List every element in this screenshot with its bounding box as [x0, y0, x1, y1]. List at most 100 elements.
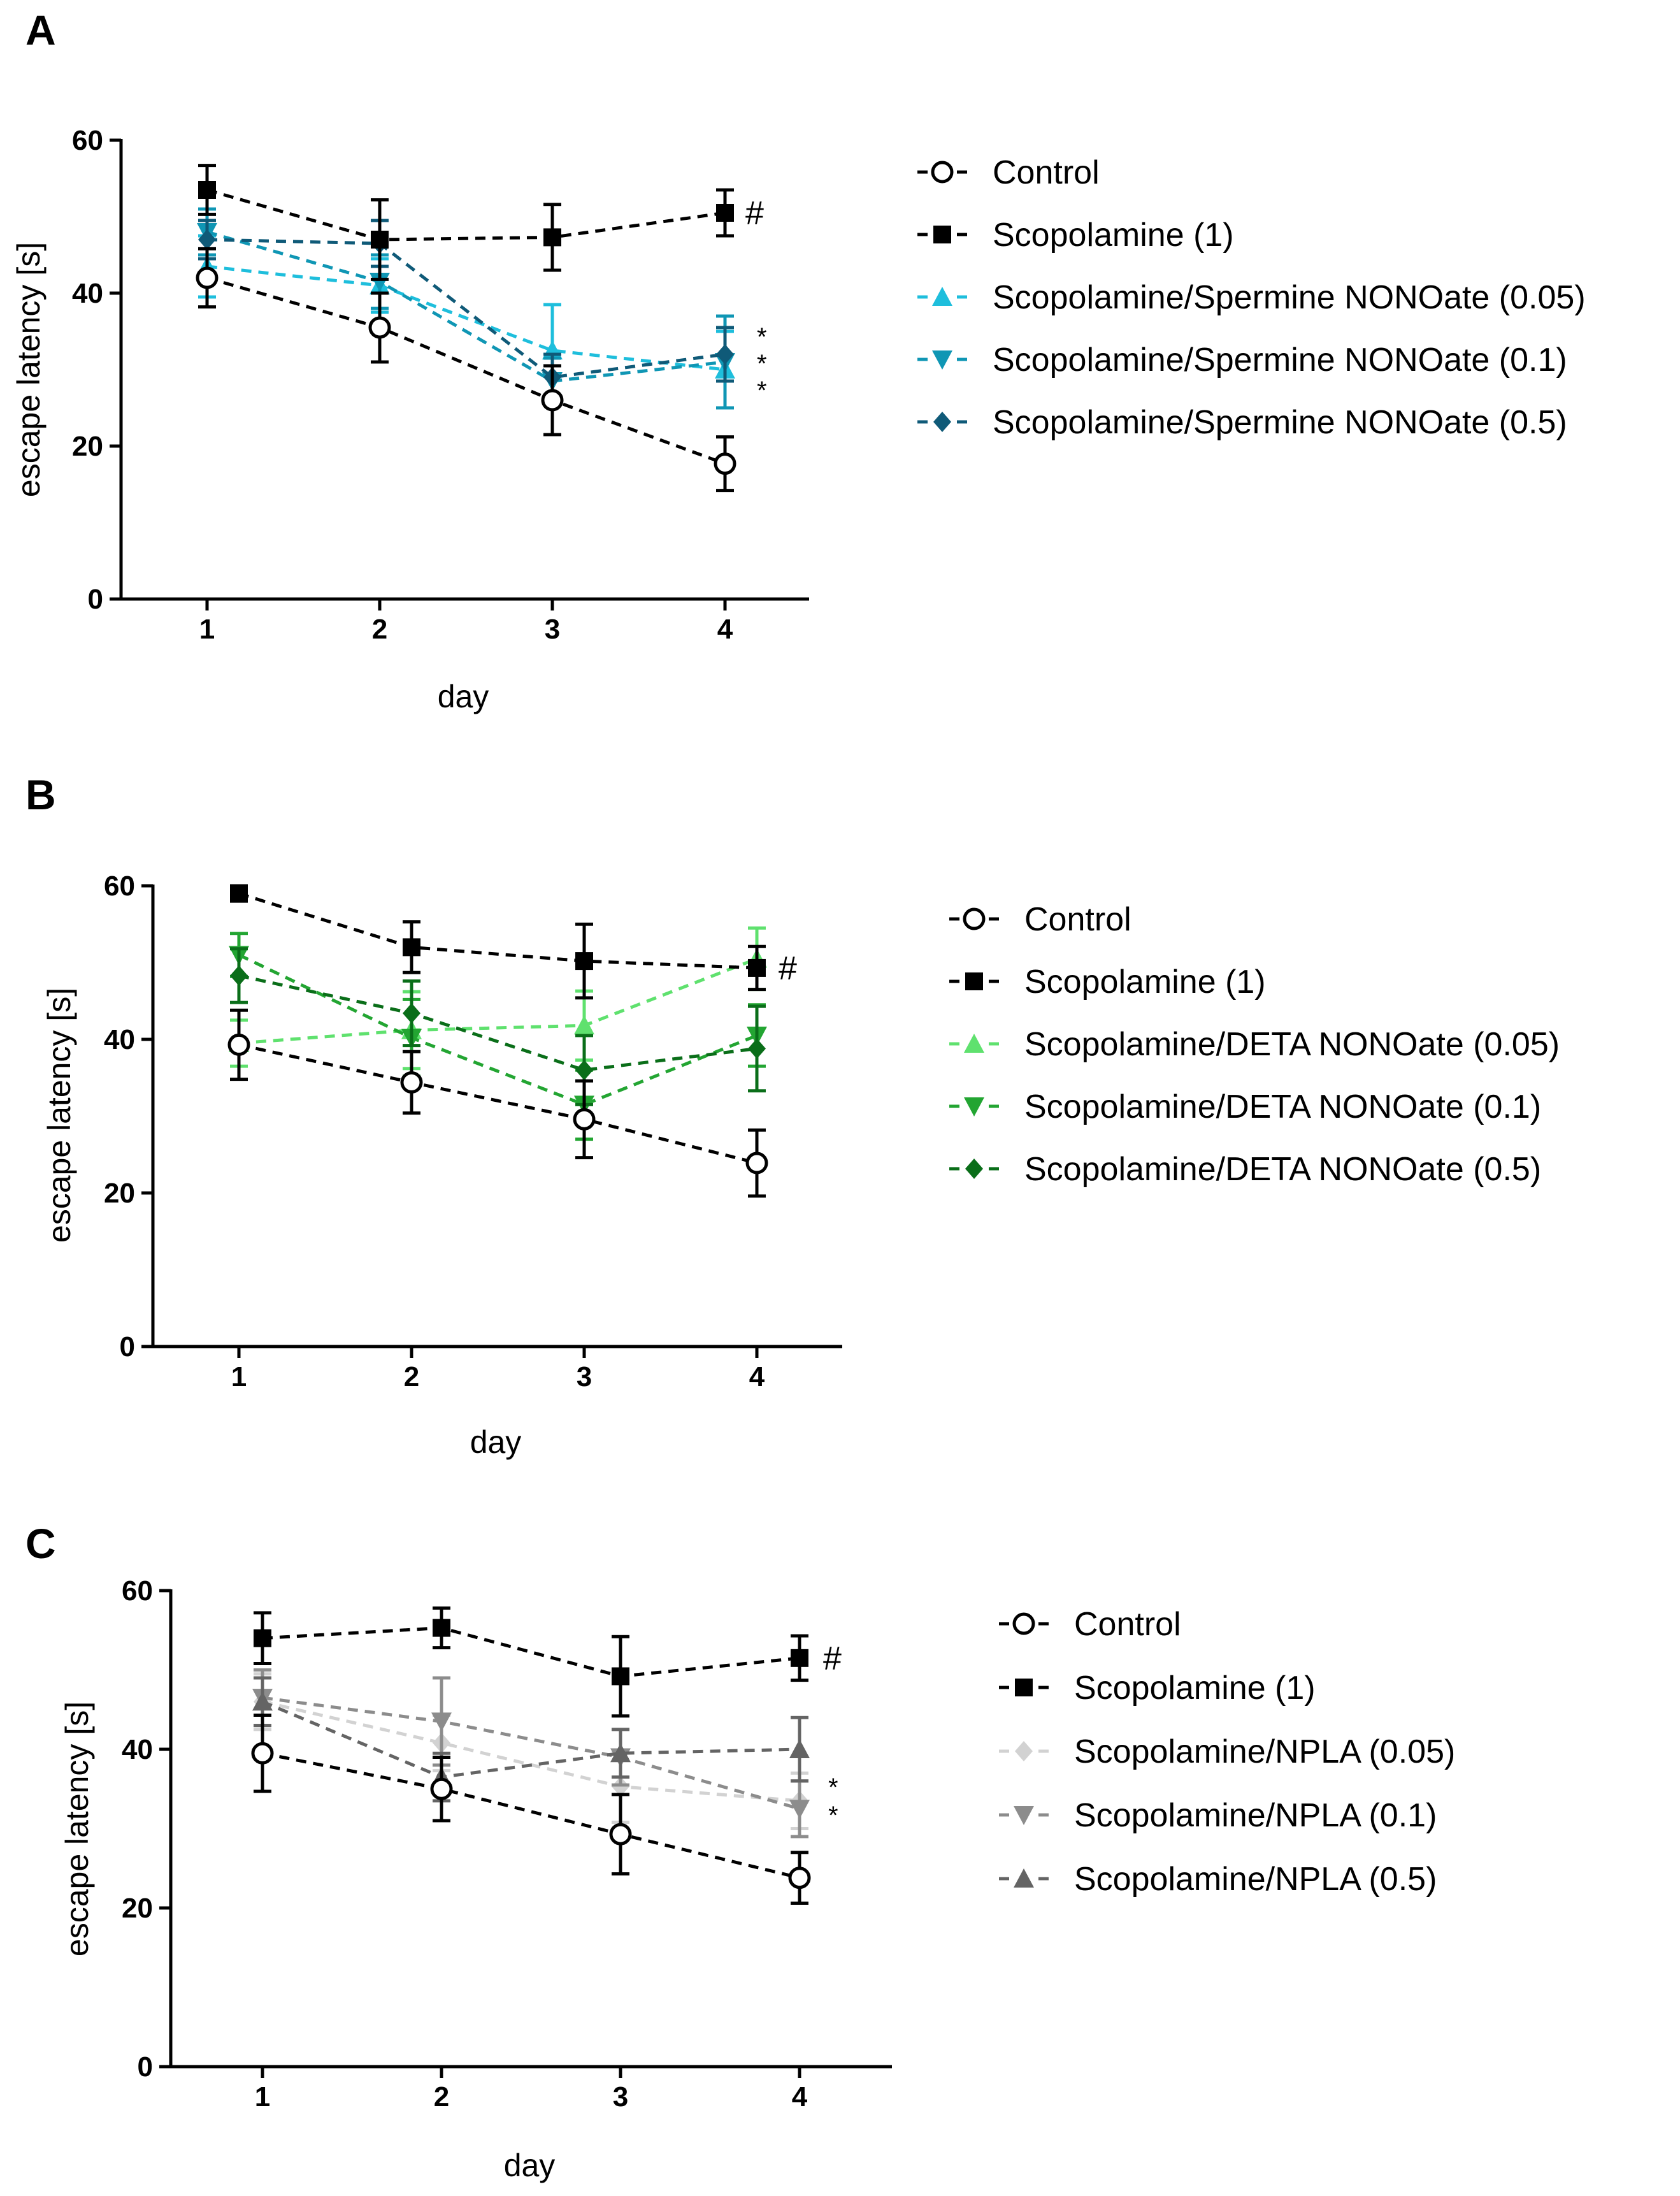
legend: Control Scopolamine (1) Scopolamine/DETA N…: [949, 901, 1560, 1188]
series-line: [238, 1043, 757, 1165]
data-point: [251, 1742, 274, 1765]
series-line: [238, 953, 757, 1107]
x-tick-label: 1: [255, 2081, 270, 2113]
legend-label: Scopolamine/DETA NONOate (0.5): [1024, 1151, 1541, 1188]
data-point: [788, 1867, 811, 1889]
legend-label: Scopolamine/NPLA (0.5): [1074, 1861, 1437, 1898]
y-tick-label: 0: [120, 1331, 135, 1362]
panel-b: B 0 20 40 60 1 2 3 4 day escape latency [s] # Contro…: [25, 771, 1560, 1460]
data-point: [575, 952, 593, 971]
series-line: [206, 188, 726, 242]
series-0: [227, 1008, 768, 1198]
legend-label: Scopolamine (1): [1074, 1670, 1316, 1707]
significance-hash: #: [823, 1640, 842, 1677]
significance-hash: #: [745, 195, 764, 232]
data-point: [748, 1038, 766, 1059]
legend-label: Scopolamine/DETA NONOate (0.1): [1024, 1088, 1541, 1125]
legend-label: Control: [1024, 901, 1131, 938]
data-point: [541, 389, 564, 412]
data-point: [430, 1777, 453, 1800]
significance-star: *: [757, 377, 767, 405]
data-point: [196, 266, 219, 289]
data-point: [791, 1649, 808, 1667]
legend-label: Scopolamine (1): [1024, 964, 1266, 1000]
y-tick-label: 60: [122, 1575, 153, 1607]
data-point: [609, 1823, 632, 1846]
data-point: [789, 1739, 810, 1758]
panel-c: C 0 20 40 60 1 2 3 4 day escape latency [s] # ** Cont…: [25, 1520, 1455, 2183]
significance-hash: #: [779, 950, 797, 987]
y-tick-label: 0: [88, 584, 103, 615]
legend-marker: [965, 972, 983, 990]
panel-letter: B: [25, 771, 56, 818]
y-tick-label: 20: [122, 1893, 153, 1924]
series-line: [262, 1751, 800, 1880]
legend: Control Scopolamine (1) Scopolamine/NPLA (…: [999, 1606, 1455, 1898]
legend-label: Scopolamine/Spermine NONOate (0.05): [993, 279, 1586, 316]
series-3: [252, 1668, 810, 1838]
data-point: [198, 229, 216, 250]
legend-marker: [933, 412, 951, 432]
data-point: [543, 228, 561, 247]
series-2: [254, 1672, 808, 1830]
panel-letter: C: [25, 1520, 56, 1567]
legend-label: Scopolamine/Spermine NONOate (0.1): [993, 342, 1567, 379]
series-0: [251, 1713, 811, 1905]
x-tick-label: 2: [372, 614, 387, 645]
legend-marker: [1014, 1806, 1034, 1825]
data-point: [716, 344, 734, 365]
legend-marker: [932, 350, 952, 370]
legend-marker: [1015, 1679, 1033, 1696]
legend-marker: [964, 1034, 984, 1053]
data-point: [610, 1743, 631, 1763]
data-point: [403, 938, 420, 957]
data-point: [745, 1152, 768, 1174]
data-point: [789, 1800, 810, 1819]
series-4: [230, 947, 766, 1106]
legend-marker: [1015, 1741, 1033, 1761]
data-point: [254, 1629, 271, 1647]
x-tick-label: 1: [231, 1361, 247, 1392]
legend-marker: [933, 226, 951, 243]
legend-label: Scopolamine/NPLA (0.1): [1074, 1797, 1437, 1834]
data-point: [400, 1071, 423, 1094]
y-tick-label: 60: [72, 125, 103, 156]
y-tick-label: 20: [72, 431, 103, 462]
series-line: [206, 276, 726, 465]
legend-label: Scopolamine/Spermine NONOate (0.5): [993, 404, 1567, 441]
series-2: [229, 926, 767, 1071]
y-tick-label: 60: [104, 870, 135, 902]
legend-marker: [1014, 1868, 1034, 1888]
x-tick-label: 4: [717, 614, 733, 645]
y-tick-label: 40: [122, 1734, 153, 1765]
series-line: [238, 974, 757, 1072]
significance-star: *: [828, 1802, 838, 1830]
data-point: [403, 1003, 420, 1024]
series-line: [262, 1696, 800, 1810]
data-point: [370, 273, 390, 292]
series-4: [252, 1676, 810, 1803]
y-axis-title: escape latency [s]: [11, 242, 47, 497]
legend-label: Control: [993, 154, 1100, 191]
data-point: [230, 885, 248, 903]
series-2: [197, 234, 735, 410]
y-tick-label: 40: [72, 278, 103, 309]
legend-marker: [932, 287, 952, 306]
x-tick-label: 2: [404, 1361, 419, 1392]
data-point: [575, 1060, 593, 1081]
data-point: [252, 1691, 273, 1711]
x-axis-title: day: [504, 2148, 556, 2183]
y-axis-title: escape latency [s]: [41, 988, 77, 1243]
x-tick-label: 4: [749, 1361, 765, 1392]
data-point: [574, 1015, 594, 1035]
legend-marker: [931, 161, 954, 184]
panel-letter: A: [25, 6, 56, 54]
series-4: [198, 219, 734, 402]
legend: Control Scopolamine (1) Scopolamine/Spermi…: [917, 154, 1586, 441]
x-tick-label: 3: [545, 614, 560, 645]
legend-marker: [963, 907, 986, 930]
series-1: [254, 1606, 808, 1718]
x-tick-label: 1: [199, 614, 215, 645]
